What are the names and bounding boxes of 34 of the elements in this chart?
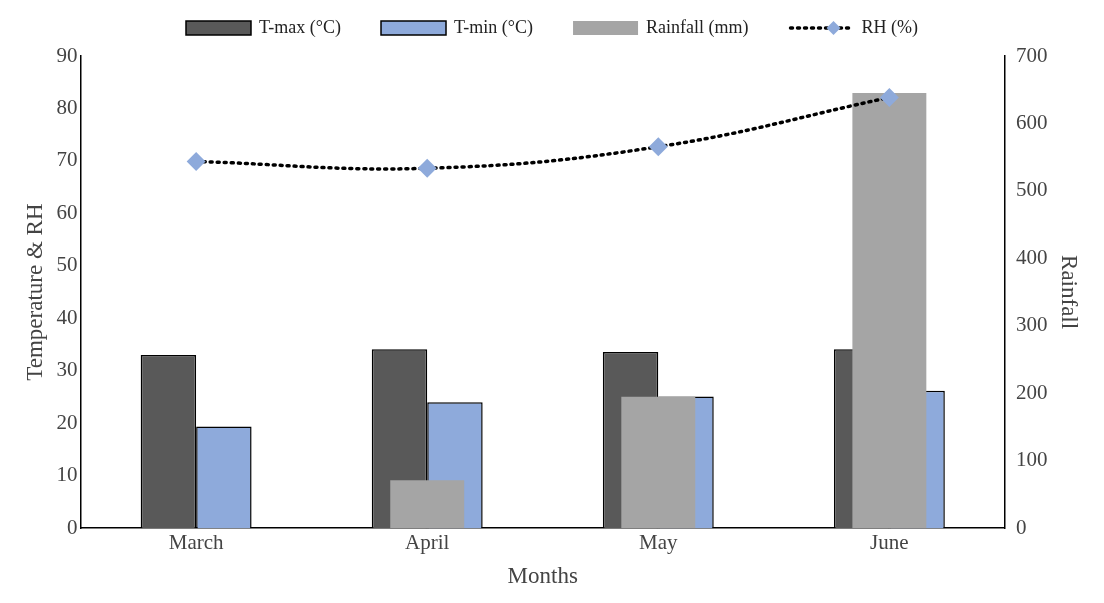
y-tick-label: 50: [56, 252, 78, 277]
y-tick-label: 10: [56, 462, 78, 487]
y2-tick-label: 600: [1015, 109, 1048, 134]
y-tick-label: 20: [56, 409, 78, 434]
y-axis-title: Temperature & RH: [21, 203, 47, 381]
x-axis-title: Months: [507, 563, 578, 589]
y-tick-label: 70: [56, 147, 78, 172]
x-tick-label: April: [405, 530, 450, 555]
y-tick-label: 80: [56, 94, 78, 119]
y-tick-label: 40: [56, 304, 78, 329]
y2-tick-label: 300: [1015, 312, 1048, 337]
y-tick-label: 90: [56, 42, 78, 67]
legend-label: T-max (°C): [259, 16, 342, 38]
legend-label: RH (%): [861, 16, 919, 38]
legend-label: T-min (°C): [454, 16, 534, 38]
y2-tick-label: 500: [1015, 177, 1048, 202]
y2-tick-label: 0: [1015, 514, 1027, 539]
bar: [852, 93, 927, 529]
y-tick-label: 30: [56, 357, 78, 382]
x-tick-label: March: [168, 530, 225, 555]
y-tick-label: 0: [67, 514, 78, 539]
x-tick-label: June: [870, 530, 909, 555]
point: [880, 88, 899, 107]
legend-label: Rainfall (mm): [646, 16, 749, 38]
point: [187, 152, 205, 171]
x-tick-label: May: [639, 530, 679, 555]
y2-tick-label: 700: [1015, 42, 1048, 67]
y2-axis-title: Rainfall: [1057, 255, 1083, 330]
y-tick-label: 60: [56, 199, 78, 224]
point: [649, 138, 668, 156]
y2-tick-label: 200: [1015, 379, 1048, 404]
y2-tick-label: 100: [1015, 447, 1048, 472]
point: [418, 159, 436, 178]
y2-tick-label: 400: [1015, 244, 1048, 269]
